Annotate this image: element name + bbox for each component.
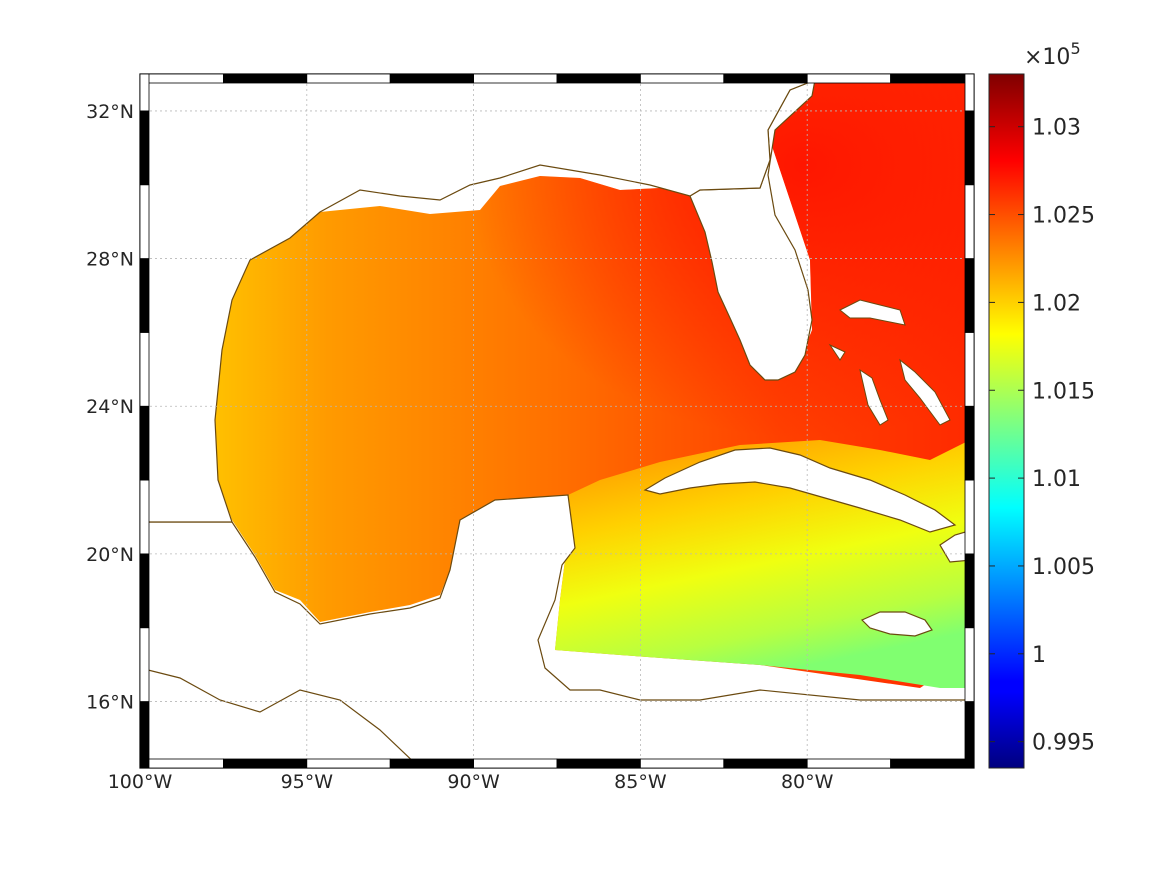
colorbar-tick-label: 0.995: [1032, 731, 1095, 756]
lon-tick-label: 85°W: [614, 771, 667, 793]
frame-segment-top: [222, 73, 308, 84]
frame-segment-left: [139, 627, 150, 702]
yucatan-land: [140, 494, 974, 768]
frame-segment-bottom: [222, 758, 308, 769]
map-frame: [139, 73, 975, 769]
frame-segment-right: [964, 110, 975, 186]
frame-segment-bottom: [640, 758, 725, 769]
colorbar-tick-label: 1.015: [1032, 379, 1095, 404]
colorbar-ticks: 1.03 1.025 1.02 1.015 1.01 1.005 1 0.995: [989, 116, 1095, 756]
colorbar-tick-label: 1.02: [1032, 291, 1081, 316]
lon-tick-label: 100°W: [108, 771, 173, 793]
colorbar-multiplier: ×105: [1024, 39, 1081, 70]
frame-segment-left: [139, 479, 150, 555]
pressure-field: [140, 74, 974, 768]
frame-segment-left: [139, 73, 150, 112]
frame-segment-right: [964, 184, 975, 259]
cuba-land: [643, 447, 957, 533]
map-gridlines: [140, 74, 974, 768]
frame-segment-bottom: [306, 758, 391, 769]
frame-segment-right: [964, 553, 975, 629]
colorbar-gradient: [988, 73, 1025, 769]
frame-segment-left: [139, 553, 150, 629]
frame-segment-right: [964, 701, 975, 769]
frame-segment-left: [139, 110, 150, 186]
frame-segment-right: [964, 73, 975, 112]
frame-segment-top: [306, 73, 391, 84]
frame-segment-bottom: [473, 758, 558, 769]
frame-segment-left: [139, 184, 150, 259]
longitude-tick-labels: 100°W 95°W 90°W 85°W 80°W: [108, 771, 834, 793]
colorbar-tick-label: 1: [1032, 643, 1046, 668]
frame-segment-bottom: [806, 758, 892, 769]
colorbar-tick-label: 1.03: [1032, 116, 1081, 141]
lat-tick-label: 32°N: [86, 101, 134, 123]
frame-segment-left: [139, 405, 150, 481]
frame-segment-top: [139, 73, 224, 84]
mexico-land: [140, 74, 821, 523]
lon-tick-label: 90°W: [447, 771, 500, 793]
map-axes: 100°W 95°W 90°W 85°W 80°W 32°N 28°N 24°N 20°N 16…: [86, 73, 975, 793]
frame-segment-right: [964, 627, 975, 702]
frame-segment-left: [139, 258, 150, 333]
jamaica-land: [860, 611, 933, 637]
frame-segment-top: [640, 73, 725, 84]
frame-segment-left: [139, 332, 150, 407]
lat-tick-label: 16°N: [86, 692, 134, 714]
frame-segment-bottom: [890, 758, 975, 769]
colorbar: 1.03 1.025 1.02 1.015 1.01 1.005 1 0.995 ×105: [988, 39, 1095, 769]
frame-segment-top: [389, 73, 475, 84]
lon-tick-label: 80°W: [781, 771, 834, 793]
bahamas-land: [828, 299, 951, 426]
frame-segment-top: [723, 73, 808, 84]
lat-tick-label: 20°N: [86, 544, 134, 566]
frame-segment-bottom: [556, 758, 641, 769]
frame-segment-top: [890, 73, 975, 84]
frame-segment-right: [964, 479, 975, 555]
colorbar-tick-label: 1.005: [1032, 555, 1095, 580]
frame-segment-bottom: [723, 758, 808, 769]
frame-segment-top: [556, 73, 641, 84]
frame-segment-top: [806, 73, 892, 84]
frame-segment-left: [139, 701, 150, 769]
frame-segment-right: [964, 332, 975, 407]
frame-segment-top: [473, 73, 558, 84]
lon-tick-label: 95°W: [281, 771, 334, 793]
frame-segment-bottom: [139, 758, 224, 769]
colorbar-tick-label: 1.025: [1032, 204, 1095, 229]
frame-segment-right: [964, 258, 975, 333]
frame-segment-right: [964, 405, 975, 481]
lat-tick-label: 24°N: [86, 396, 134, 418]
colorbar-tick-label: 1.01: [1032, 467, 1081, 492]
frame-segment-bottom: [389, 758, 475, 769]
latitude-tick-labels: 32°N 28°N 24°N 20°N 16°N: [86, 101, 134, 714]
lat-tick-label: 28°N: [86, 249, 134, 271]
